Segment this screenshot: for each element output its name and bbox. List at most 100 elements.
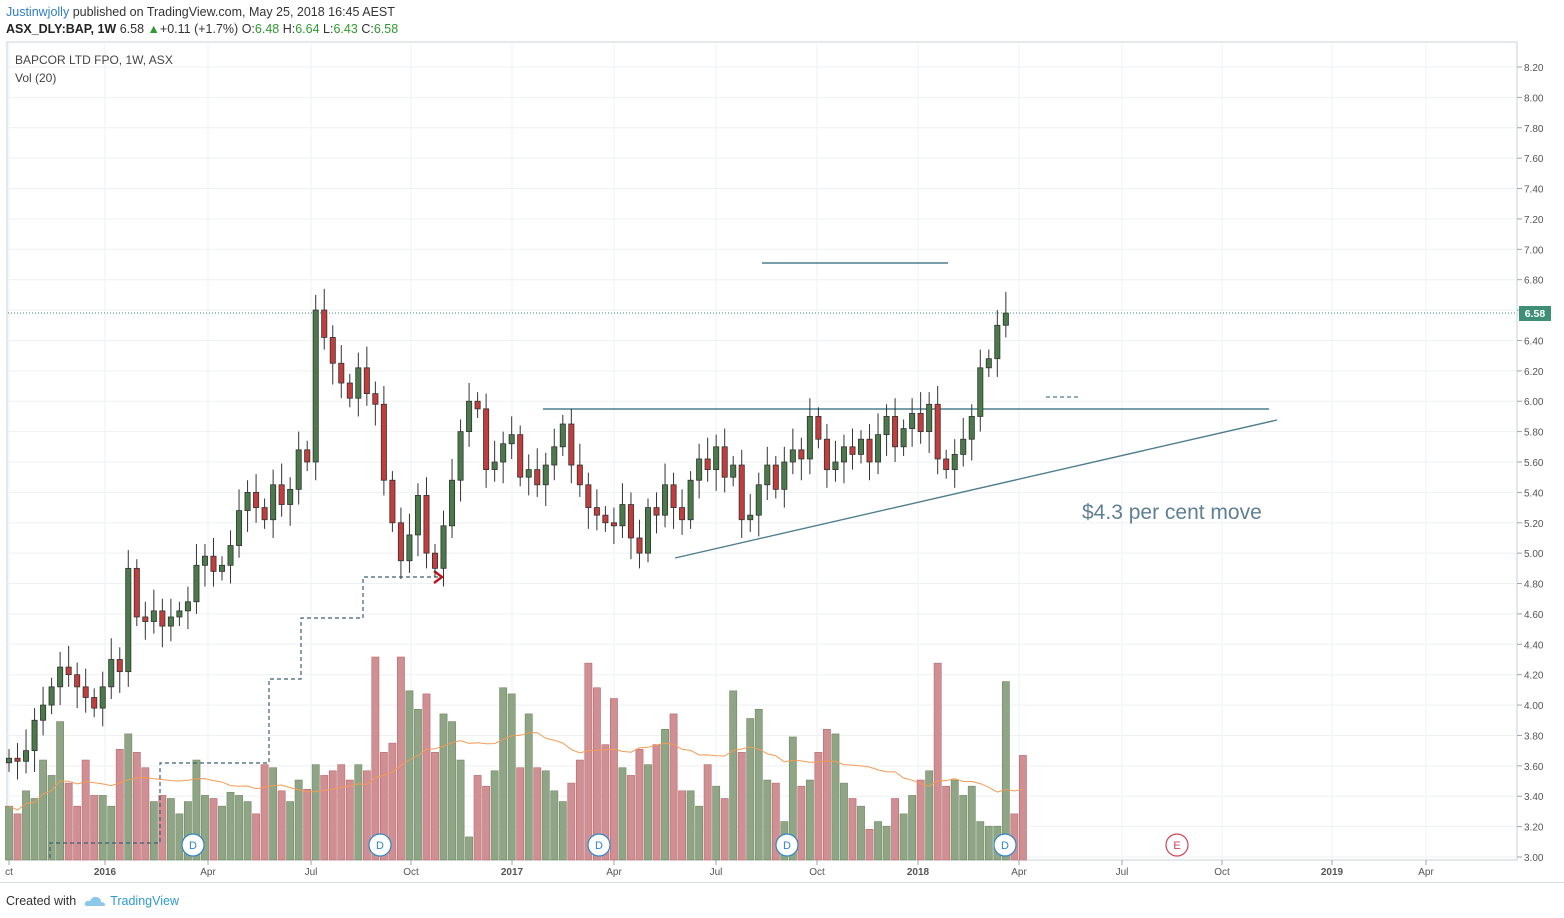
volume-bar: [950, 779, 959, 861]
volume-bar: [269, 767, 278, 861]
close-label: C:: [361, 22, 374, 36]
volume-bar: [618, 767, 627, 861]
price-chart[interactable]: D D D D D E 8.20 8.00 7.80 7.60 7.40 7.20 7.00 6.80 6…: [0, 0, 1564, 882]
volume-bar: [362, 770, 371, 861]
candle-body: [508, 434, 515, 445]
candle-body: [14, 757, 21, 762]
volume-bar: [235, 795, 243, 861]
volume-bar: [320, 775, 329, 861]
volume-bar: [720, 798, 729, 861]
candle-body: [65, 666, 72, 676]
volume-bar: [56, 721, 65, 861]
y-tick-label: 6.00: [1524, 397, 1544, 408]
volume-bar: [507, 693, 516, 861]
y-tick-label: 7.60: [1524, 154, 1544, 165]
price-axis[interactable]: 8.208.007.807.607.407.207.006.806.606.40…: [1517, 63, 1551, 864]
last-price-label: 6.58: [1525, 308, 1546, 320]
candle-body: [943, 458, 950, 470]
candle-body: [815, 416, 822, 440]
volume-bar: [823, 728, 831, 861]
y-tick-label: 3.00: [1524, 853, 1544, 864]
volume-bar: [132, 752, 141, 861]
candle-body: [312, 309, 319, 463]
arrow-right-icon: [433, 570, 444, 584]
y-tick-label: 3.80: [1524, 731, 1544, 742]
up-arrow-icon: ▲: [147, 22, 160, 36]
volume-bar: [184, 801, 192, 861]
volume-bar: [737, 752, 746, 861]
volume-bar: [558, 801, 567, 861]
candle-body: [670, 484, 677, 508]
volume-bar: [414, 708, 422, 861]
y-tick-label: 4.40: [1524, 640, 1544, 651]
y-tick-label: 7.40: [1524, 185, 1544, 196]
volume-bar: [30, 798, 39, 861]
candle-body: [934, 403, 941, 460]
volume-bar: [141, 767, 150, 861]
y-tick-label: 4.00: [1524, 701, 1544, 712]
candle-body: [525, 469, 532, 478]
volume-bar: [388, 742, 397, 861]
candle-body: [295, 449, 302, 490]
volume-bar: [175, 813, 184, 861]
volume-bar: [252, 813, 260, 861]
candle-body: [372, 393, 379, 405]
dividend-marker: [368, 833, 392, 857]
volume-bar: [848, 798, 857, 861]
candle-body: [568, 423, 575, 466]
symbol-line: ASX_DLY:BAP, 1W 6.58 ▲+0.11 (+1.7%) O:6.…: [6, 21, 398, 38]
candle-body: [696, 458, 703, 481]
candle-body: [892, 416, 899, 448]
volume-bar: [865, 828, 874, 861]
volume-bar: [149, 801, 158, 861]
candle-body: [431, 552, 438, 569]
candle-body: [244, 491, 251, 512]
created-with-label: Created with: [6, 893, 77, 908]
support-trendline: [674, 419, 1278, 559]
candle-body: [278, 484, 285, 505]
candle-body: [960, 438, 967, 455]
candle-body: [491, 461, 498, 470]
open-label: O:: [241, 22, 255, 36]
candle-body: [31, 719, 38, 752]
volume-bar: [942, 785, 951, 861]
publish-line: Justinwjolly published on TradingView.co…: [6, 4, 398, 21]
low-label: L:: [323, 22, 334, 36]
dividend-marker: [181, 833, 205, 857]
volume-bar: [967, 785, 976, 861]
y-tick-label: 5.20: [1524, 519, 1544, 530]
volume-bar: [533, 767, 542, 861]
candle-body: [789, 449, 796, 463]
dividend-marker-label: D: [595, 840, 603, 852]
time-axis[interactable]: ct 2016 Apr Jul Oct 2017 Apr Jul Oct 2018 Apr Jul Oc…: [5, 860, 1434, 878]
candle-body: [397, 522, 404, 562]
tradingview-cloud-icon: [84, 896, 106, 906]
volume-bar: [763, 779, 772, 861]
candle-body: [627, 504, 634, 539]
candle-body: [40, 704, 47, 721]
footer: Created with TradingView: [0, 882, 1564, 918]
tradingview-brand-link[interactable]: TradingView: [110, 893, 179, 908]
volume-bar: [98, 795, 107, 861]
volume-bar: [124, 733, 133, 861]
candle-body: [593, 507, 600, 516]
y-tick-label: 8.20: [1524, 63, 1544, 74]
candle-body: [806, 416, 813, 460]
candle-body: [832, 461, 839, 470]
author-link[interactable]: Justinwjolly: [6, 5, 70, 19]
candle-body: [57, 666, 64, 688]
x-tick-label: ct: [5, 867, 13, 878]
candle-body: [150, 610, 157, 622]
y-tick-label: 6.40: [1524, 336, 1544, 347]
candle-body: [321, 309, 328, 338]
volume-bar: [524, 713, 533, 861]
volume-bar: [899, 813, 908, 861]
volume-bar: [115, 748, 124, 861]
volume-bar: [47, 775, 56, 861]
candle-body: [755, 484, 762, 516]
y-tick-label: 5.00: [1524, 549, 1544, 560]
volume-bar: [13, 813, 22, 861]
x-tick-label: Jul: [305, 867, 318, 878]
volume-bar: [644, 764, 652, 861]
candle-body: [653, 507, 660, 516]
